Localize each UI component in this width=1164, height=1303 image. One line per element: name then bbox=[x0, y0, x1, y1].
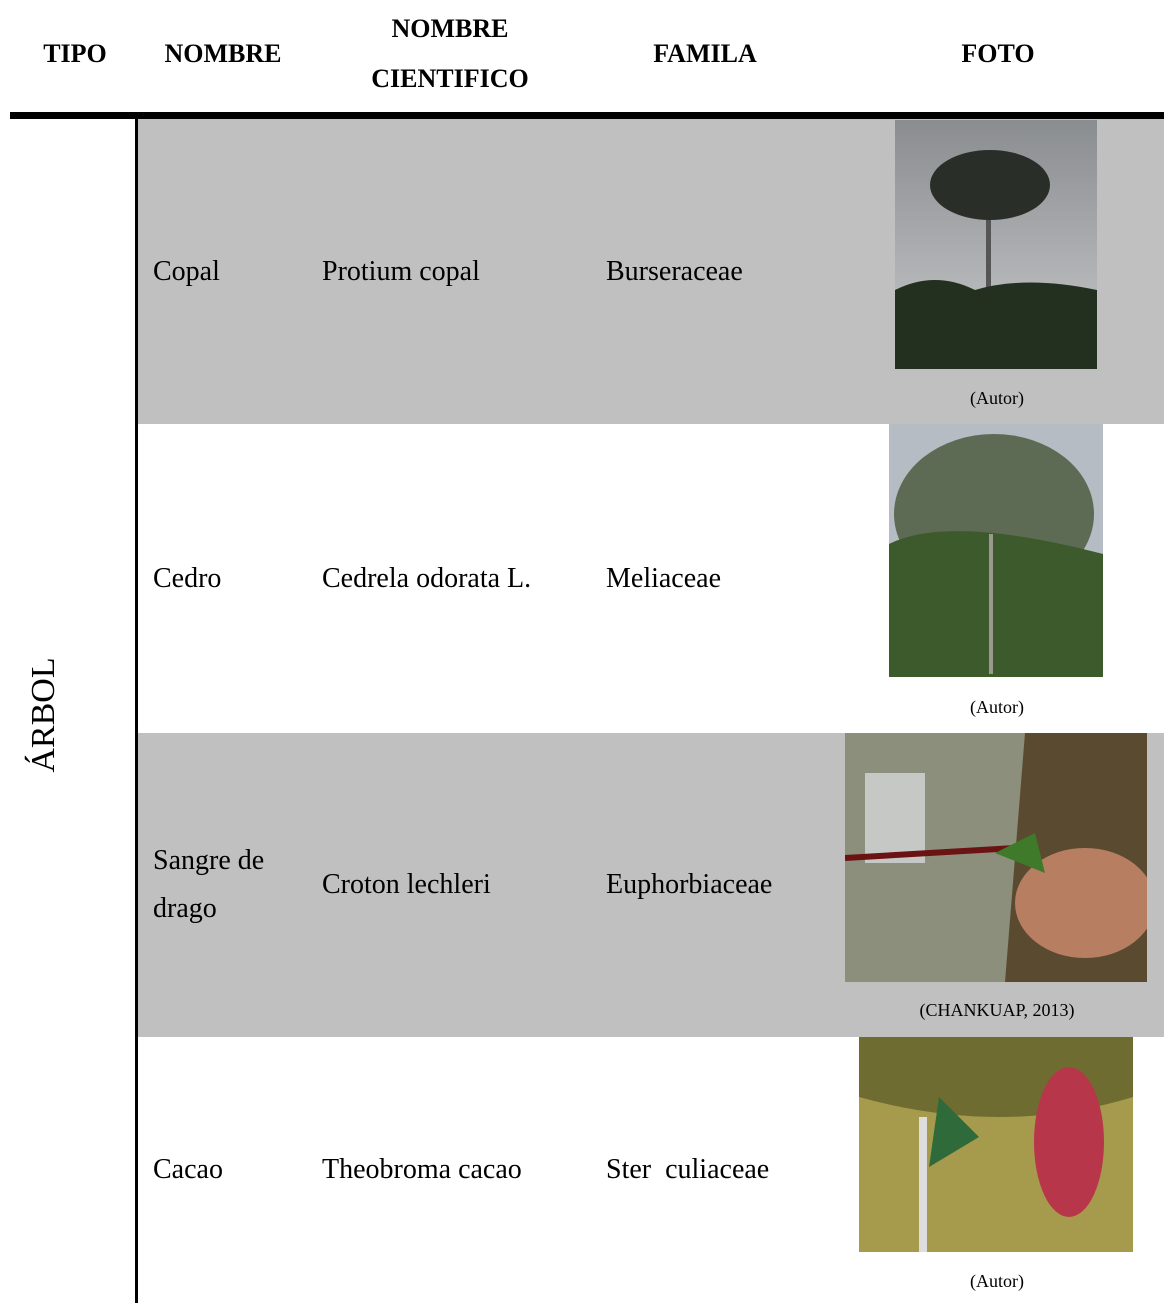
header-rule bbox=[10, 112, 1164, 119]
photo bbox=[895, 120, 1097, 369]
cell: Meliaceae bbox=[606, 562, 722, 594]
cell: Cedro bbox=[153, 562, 222, 594]
photo-caption: (CHANKUAP, 2013) bbox=[919, 1000, 1075, 1020]
photo bbox=[889, 424, 1103, 677]
cell: Sangre de drago bbox=[153, 845, 272, 924]
photo bbox=[845, 733, 1147, 982]
header: FAMILA bbox=[653, 39, 757, 68]
photo bbox=[859, 1037, 1133, 1252]
header: NOMBRE bbox=[164, 39, 282, 68]
cell: Ster culiaceae bbox=[606, 1154, 770, 1185]
tipo: ÁRBOL bbox=[25, 657, 62, 773]
cell: Burseraceae bbox=[606, 255, 743, 287]
header: TIPO bbox=[43, 39, 107, 68]
cell: Croton lechleri bbox=[322, 869, 491, 900]
header: FOTO bbox=[961, 39, 1035, 68]
header: NOMBRE CIENTIFICO bbox=[371, 14, 529, 93]
photo-caption: (Autor) bbox=[970, 1271, 1024, 1291]
cell: Copal bbox=[153, 255, 220, 287]
cell: Cacao bbox=[153, 1154, 223, 1185]
cell: Theobroma cacao bbox=[322, 1154, 522, 1185]
column-rule bbox=[135, 119, 138, 1303]
cell: Euphorbiaceae bbox=[606, 869, 773, 900]
photo-caption: (Autor) bbox=[970, 388, 1024, 408]
cell: Cedrela odorata L. bbox=[322, 562, 532, 594]
cell: Protium copal bbox=[322, 255, 480, 287]
photo-caption: (Autor) bbox=[970, 697, 1024, 717]
